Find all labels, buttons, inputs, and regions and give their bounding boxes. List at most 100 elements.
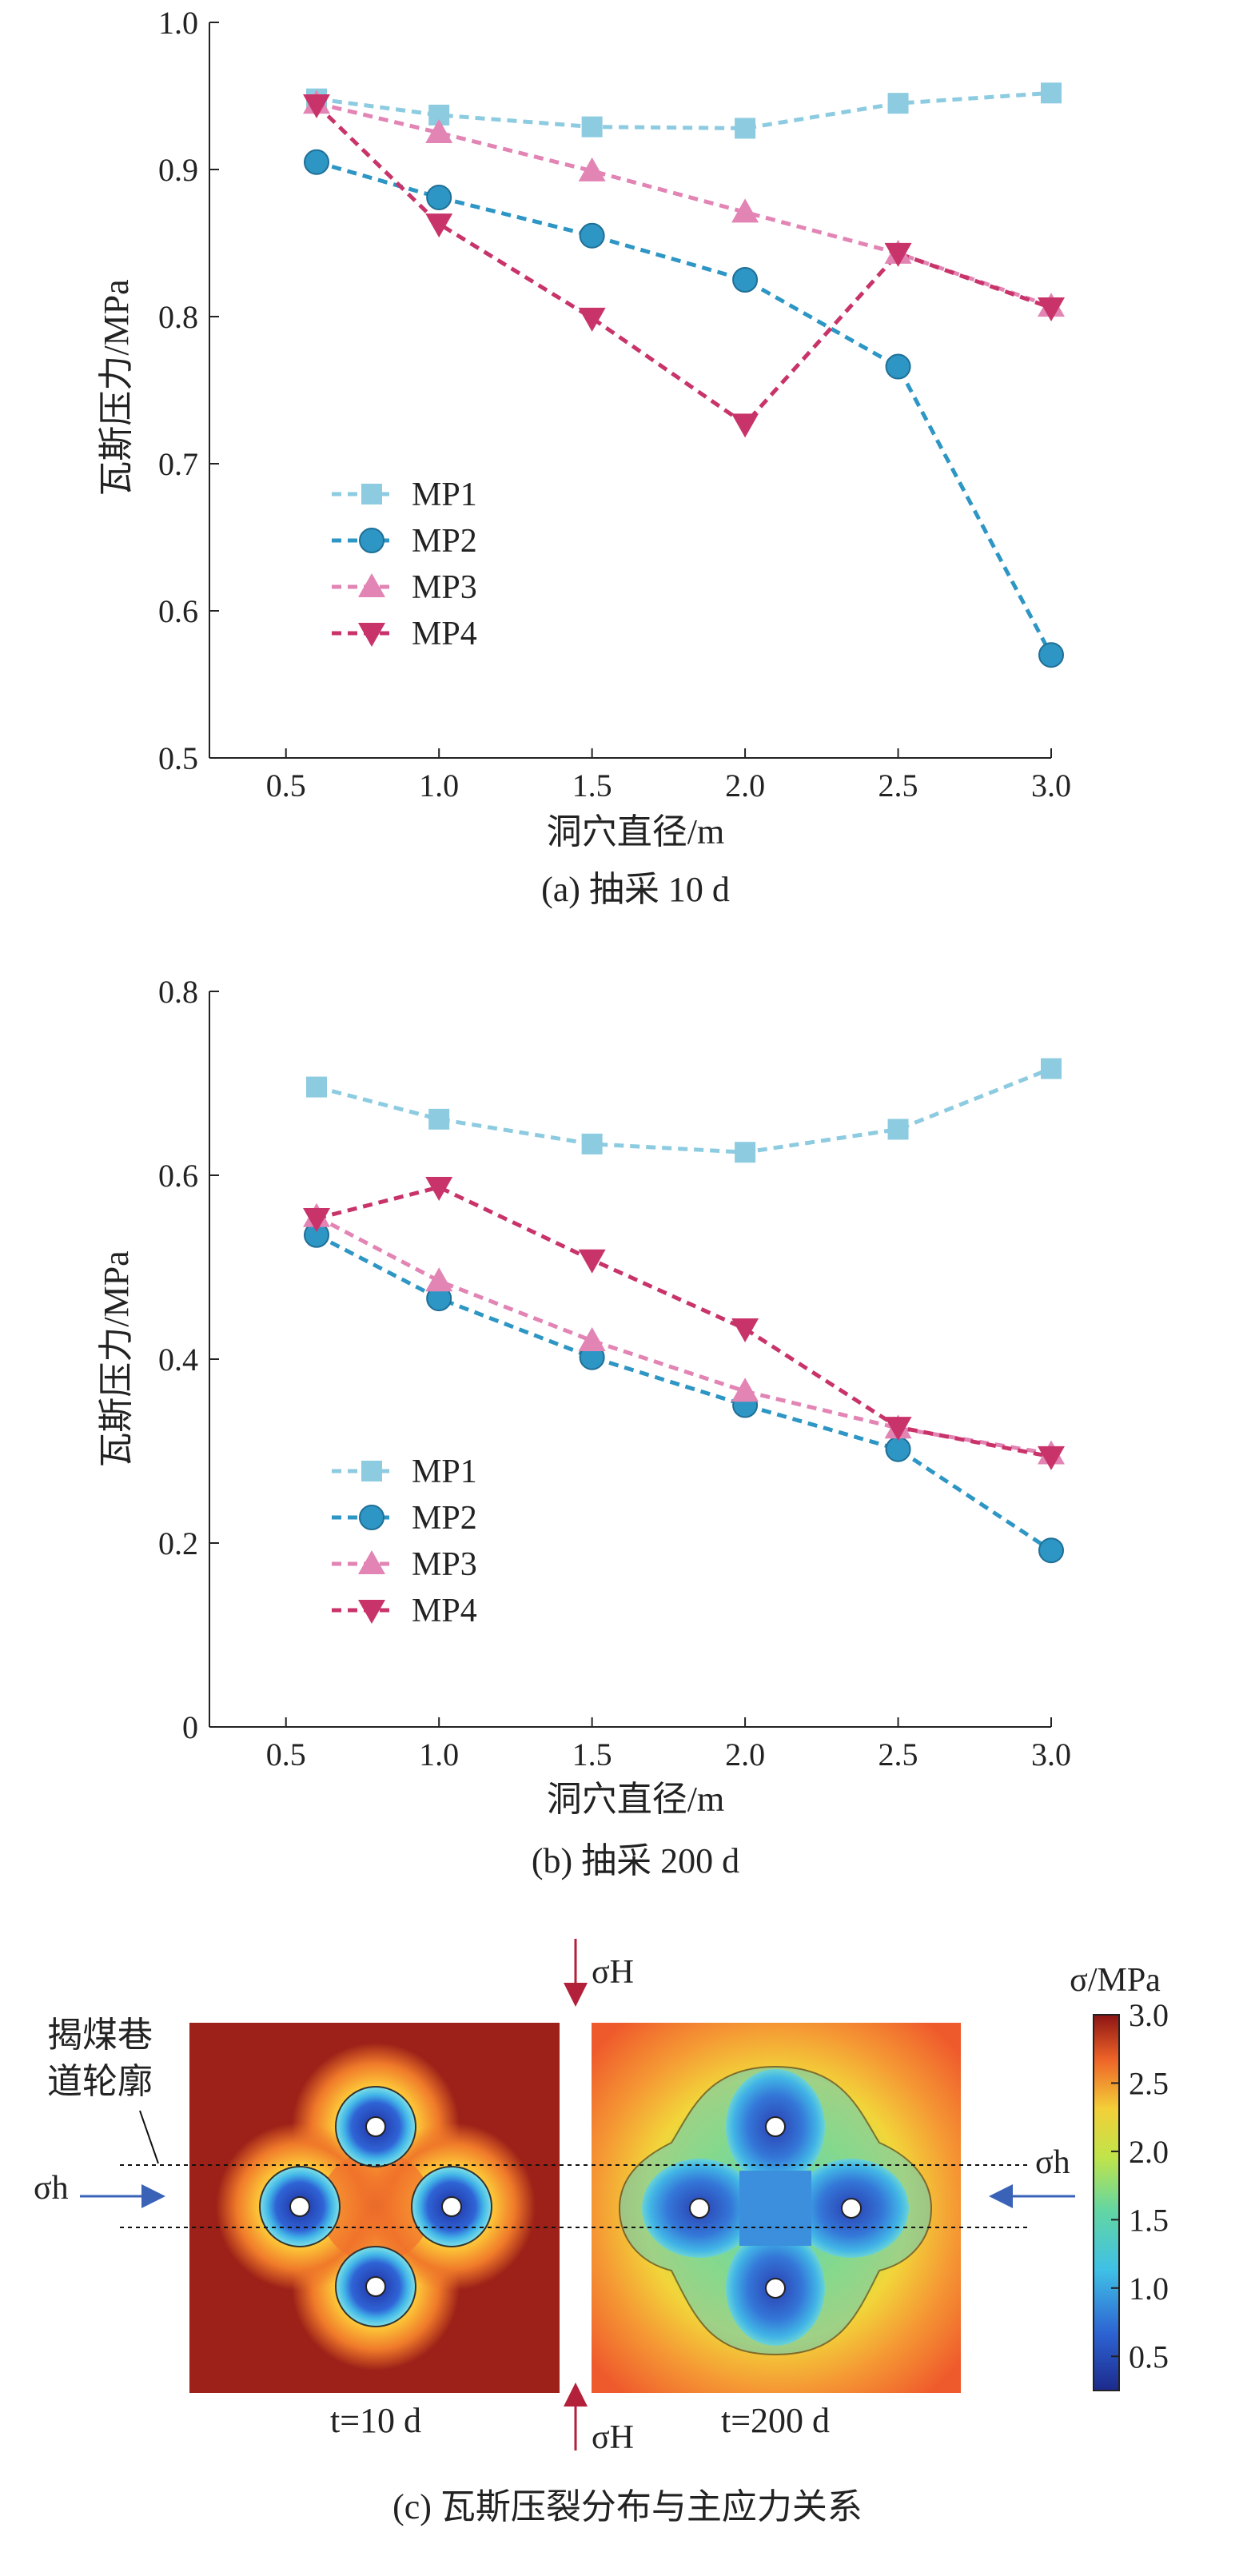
point-mp1: [735, 1142, 756, 1163]
point-mp1: [735, 118, 756, 139]
point-mp1: [581, 1133, 603, 1154]
legend-marker-mp1: [361, 1461, 382, 1481]
point-mp2: [579, 222, 605, 249]
point-mp3: [731, 1378, 759, 1402]
point-mp2: [1038, 642, 1064, 668]
legend-marker-mp4: [358, 623, 385, 647]
x-tick-label: 1.5: [572, 1737, 612, 1772]
y-tick-label: 0.6: [158, 1158, 198, 1194]
point-mp3: [425, 1267, 453, 1292]
x-tick-label: 1.5: [572, 768, 612, 804]
chart-b-axes: 0.5 1.0 1.5 2.0 2.5 3.0 0 0.2 0.4 0.6 0.8: [158, 974, 1071, 1772]
series-line-mp4: [316, 1185, 1052, 1459]
chart-a-series-lines: [315, 90, 1054, 656]
series-line-mp4: [315, 103, 1052, 427]
chart-b-ylabel: 瓦斯压力/MPa: [97, 1250, 136, 1467]
point-mp4: [578, 1249, 606, 1274]
x-tick-label: 2.0: [725, 768, 765, 804]
x-tick-label: 1.0: [419, 1737, 459, 1772]
y-tick-label: 0.7: [158, 446, 198, 482]
point-mp3: [731, 198, 759, 223]
y-tick-label: 0.2: [158, 1525, 198, 1561]
point-mp2: [885, 353, 911, 380]
y-tick-label: 0.9: [158, 152, 198, 188]
y-tick-label: 0.6: [158, 593, 198, 629]
y-tick-label: 0.5: [158, 740, 198, 776]
point-mp1: [1041, 82, 1062, 104]
chart-b-legend: MP1 MP2 MP3 MP4: [332, 1453, 477, 1629]
chart-b-series-lines: [315, 1067, 1053, 1553]
chart-a-axes: 0.5 1.0 1.5 2.0 2.5 3.0 0.5 0.6 0.7 0.8 0.9 1.0: [158, 5, 1071, 804]
point-mp2: [885, 1436, 911, 1462]
point-mp1: [1041, 1058, 1062, 1079]
point-mp2: [1038, 1537, 1064, 1564]
legend-marker-mp2: [359, 1505, 384, 1530]
stress-map-t10: [189, 2023, 560, 2393]
x-tick-label: 2.5: [879, 1737, 918, 1772]
series-line-mp2: [316, 160, 1054, 656]
legend-label-mp1: MP1: [412, 1453, 477, 1490]
point-mp4: [303, 1208, 331, 1233]
legend-label-mp4: MP4: [412, 616, 477, 652]
y-tick-label: 0.8: [158, 299, 198, 335]
x-tick-label: 0.5: [266, 768, 306, 804]
colorbar-ticks: 3.0 2.5 2.0 1.5 1.0 0.5: [1111, 1997, 1169, 2375]
y-tick-label: 0: [182, 1709, 198, 1745]
point-mp1: [306, 1076, 328, 1098]
x-tick-label: 2.5: [879, 768, 918, 804]
legend-label-mp3: MP3: [412, 569, 477, 606]
chart-a-legend: MP1 MP2 MP3 MP4: [332, 477, 477, 652]
x-tick-label: 3.0: [1031, 768, 1071, 804]
legend-label-mp2: MP2: [412, 1500, 477, 1537]
point-mp4: [884, 242, 912, 267]
point-mp3: [578, 157, 606, 181]
point-mp1: [887, 1119, 909, 1140]
legend-marker-mp4: [358, 1600, 385, 1624]
chart-c-caption: (c) 瓦斯压裂分布与主应力关系: [392, 2487, 863, 2526]
chart-a-markers: [303, 82, 1065, 668]
point-mp4: [731, 413, 759, 438]
colorbar-tick-label: 1.0: [1129, 2271, 1169, 2307]
sigma-H-top-label: σH: [592, 1954, 634, 1991]
legend-marker-mp3: [358, 573, 385, 597]
colorbar-tick-label: 1.5: [1129, 2202, 1169, 2238]
roadway-label-line1: 揭煤巷: [47, 2016, 153, 2055]
x-tick-label: 0.5: [266, 1737, 306, 1772]
legend-marker-mp3: [358, 1550, 385, 1574]
chart-b-xlabel: 洞穴直径/m: [547, 1780, 724, 1819]
colorbar-tick-label: 2.5: [1129, 2065, 1169, 2101]
series-line-mp3: [316, 101, 1052, 309]
colorbar-title: σ/MPa: [1070, 1962, 1161, 1999]
point-mp4: [425, 1176, 453, 1201]
colorbar: [1093, 2014, 1120, 2391]
chart-a: 0.5 1.0 1.5 2.0 2.5 3.0 0.5 0.6 0.7 0.8 0.9 1.0 MP1…: [97, 5, 1071, 909]
point-mp4: [1038, 1446, 1065, 1470]
point-mp4: [578, 307, 606, 332]
sigma-h-right-label: σh: [1035, 2144, 1070, 2181]
y-tick-label: 0.8: [158, 974, 198, 1010]
chart-a-ylabel: 瓦斯压力/MPa: [97, 279, 136, 496]
legend-label-mp1: MP1: [412, 477, 477, 513]
series-line-mp1: [316, 1067, 1052, 1154]
series-line-mp1: [316, 90, 1052, 130]
chart-a-caption: (a) 抽采 10 d: [541, 870, 730, 909]
point-mp3: [425, 119, 453, 143]
roadway-label-line2: 道轮廓: [47, 2062, 153, 2101]
point-mp1: [428, 1108, 450, 1130]
point-mp1: [887, 93, 909, 114]
point-mp2: [426, 184, 452, 210]
chart-b: 0.5 1.0 1.5 2.0 2.5 3.000.20.40.60.8 MP1MP2MP…: [97, 974, 1071, 1880]
point-mp1: [581, 116, 603, 138]
series-line-mp3: [315, 1214, 1052, 1456]
x-tick-label: 2.0: [725, 1737, 765, 1772]
sigma-h-left-label: σh: [34, 2170, 69, 2207]
y-tick-label: 0.4: [158, 1342, 198, 1378]
chart-b-markers: [303, 1058, 1065, 1564]
series-line-mp2: [315, 1233, 1053, 1553]
legend-label-mp2: MP2: [412, 523, 477, 560]
panel-label-t10: t=10 d: [330, 2401, 421, 2440]
point-mp4: [303, 94, 331, 119]
colorbar-tick-label: 0.5: [1129, 2339, 1169, 2375]
legend-marker-mp1: [361, 484, 382, 504]
